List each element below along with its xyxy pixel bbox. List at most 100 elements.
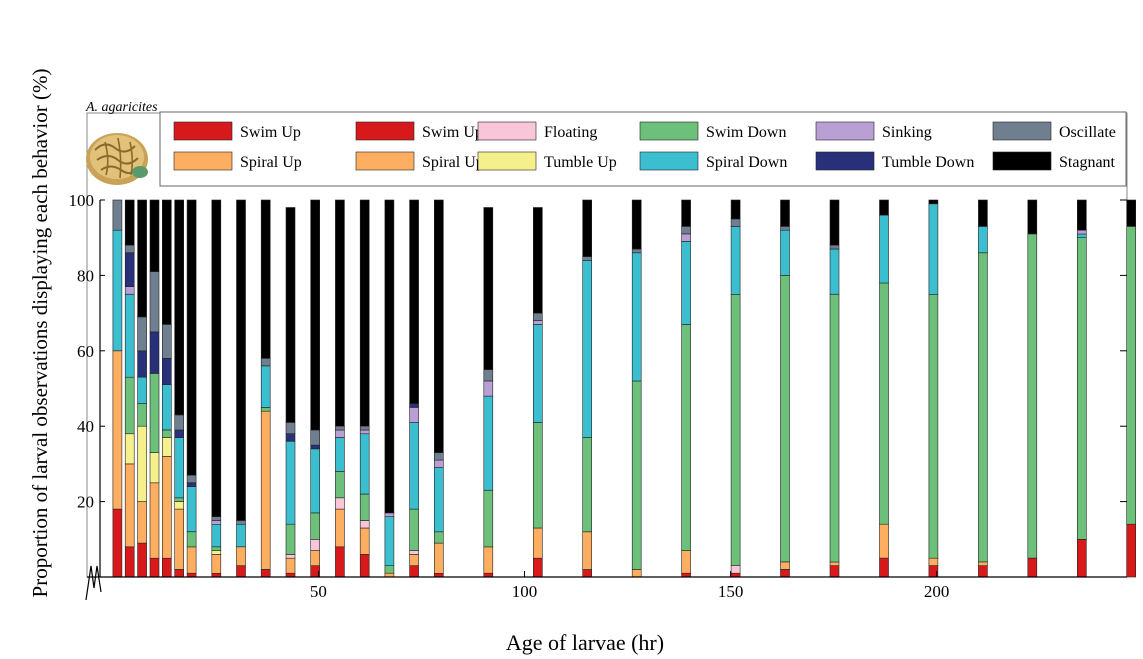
bar-segment-spiral-down [137, 376, 147, 404]
bar-stack-20 [631, 199, 642, 578]
bar-segment-swim-up [236, 565, 246, 578]
y-tick-label: 60 [77, 342, 94, 361]
bar-segment-spiral-up [124, 463, 135, 548]
legend-label: Oscillate [1059, 124, 1116, 141]
bar-stack-29 [1077, 199, 1087, 578]
bar-segment-swim-down [582, 437, 593, 533]
bar-segment-spiral-up [780, 561, 790, 570]
bar-stack-11 [310, 199, 321, 578]
bar-segment-stagnant [137, 199, 147, 318]
bar-segment-swim-down [730, 293, 741, 566]
bar-segment-swim-up [162, 557, 172, 578]
bar-segment-oscillate [780, 226, 790, 231]
bar-stack-4 [162, 199, 172, 578]
bar-segment-spiral-down [928, 203, 939, 295]
bar-segment-spiral-up [162, 456, 172, 559]
bar-segment-swim-up [174, 569, 184, 578]
bar-segment-swim-up [829, 565, 840, 578]
legend-swatch [639, 121, 699, 141]
legend: Swim Up Swim Up Floating Swim Down Sinking Os… [159, 111, 1127, 187]
bar-segment-spiral-down [124, 293, 135, 378]
legend-item: Swim Up [355, 121, 483, 141]
bar-segment-swim-down [137, 403, 147, 427]
bar-segment-swim-down [409, 508, 419, 551]
bar-segment-swim-down [211, 546, 222, 551]
bar-stack-3 [149, 199, 160, 578]
bar-segment-swim-down [879, 282, 889, 525]
bar-segment-stagnant [631, 199, 642, 250]
legend-swatch [639, 151, 699, 171]
bar-segment-oscillate [285, 422, 296, 434]
bar-segment-oscillate [236, 520, 246, 525]
bar-segment-tumble-up [137, 425, 147, 502]
bar-segment-stagnant [582, 199, 593, 257]
bar-segment-swim-down [149, 373, 160, 453]
bar-segment-swim-down [1077, 237, 1087, 540]
bar-stack-28 [1027, 199, 1038, 578]
bar-segment-stagnant [978, 199, 988, 227]
bar-segment-oscillate [631, 248, 642, 254]
bar-segment-spiral-down [236, 523, 246, 548]
bar-segment-oscillate [532, 312, 543, 321]
bar-segment-oscillate [162, 324, 172, 359]
legend-swatch [355, 151, 415, 171]
bar-segment-sinking [433, 459, 444, 468]
bar-segment-stagnant [124, 199, 135, 246]
bar-stack-13 [359, 199, 370, 578]
bar-segment-swim-up [582, 569, 593, 578]
bar-stack-23 [780, 199, 790, 578]
bar-segment-sinking [384, 512, 395, 518]
legend-swatch [355, 121, 415, 141]
bar-segment-stagnant [433, 199, 444, 453]
bar-segment-spiral-up [879, 523, 889, 559]
legend-label: Swim Up [422, 124, 483, 141]
bar-segment-spiral-down [112, 229, 123, 352]
bar-segment-sinking [211, 520, 222, 525]
bar-segment-floating [359, 520, 370, 529]
bar-stack-25 [879, 199, 889, 578]
bar-segment-spiral-up [310, 550, 321, 566]
bar-stack-24 [829, 199, 840, 578]
bar-segment-swim-up [780, 569, 790, 578]
bar-segment-oscillate [174, 414, 184, 431]
bar-segment-stagnant [1077, 199, 1087, 231]
bar-segment-spiral-down [532, 324, 543, 423]
bar-segment-spiral-up [112, 350, 123, 510]
legend-item: Tumble Down [815, 151, 974, 171]
bar-segment-swim-up [149, 557, 160, 578]
bar-segment-stagnant [236, 199, 246, 521]
bar-segment-sinking [681, 233, 691, 242]
bar-segment-stagnant [829, 199, 840, 246]
bar-segment-spiral-down [780, 229, 790, 276]
y-tick-label: 40 [77, 417, 94, 436]
bar-stack-26 [928, 199, 939, 578]
legend-swatch [815, 151, 875, 171]
bar-segment-stagnant [532, 207, 543, 314]
bar-stack-7 [211, 199, 222, 578]
bar-segment-spiral-up [186, 546, 197, 574]
bar-segment-swim-down [174, 497, 184, 502]
bars-layer [112, 199, 1136, 578]
legend-swatch [992, 121, 1052, 141]
bar-segment-swim-down [532, 422, 543, 529]
legend-label: Sinking [882, 124, 932, 141]
legend-item: Oscillate [992, 121, 1116, 141]
bar-segment-oscillate [582, 256, 593, 261]
bar-segment-swim-down [928, 293, 939, 559]
bar-segment-swim-up [260, 569, 271, 578]
legend-swatch [992, 151, 1052, 171]
legend-item: Spiral Up [355, 151, 484, 171]
bar-segment-swim-up [532, 557, 543, 578]
bar-segment-tumble-up [174, 501, 184, 510]
bar-segment-spiral-up [631, 569, 642, 578]
legend-item: Swim Up [173, 121, 301, 141]
bar-segment-tumble-down [162, 357, 172, 385]
bar-segment-swim-down [124, 376, 135, 435]
bar-segment-swim-up [1077, 538, 1087, 578]
bar-segment-stagnant [879, 199, 889, 216]
bar-segment-spiral-down [978, 226, 988, 254]
legend-item: Stagnant [992, 151, 1116, 171]
bar-segment-spiral-up [433, 542, 444, 574]
bar-segment-sinking [335, 429, 345, 438]
